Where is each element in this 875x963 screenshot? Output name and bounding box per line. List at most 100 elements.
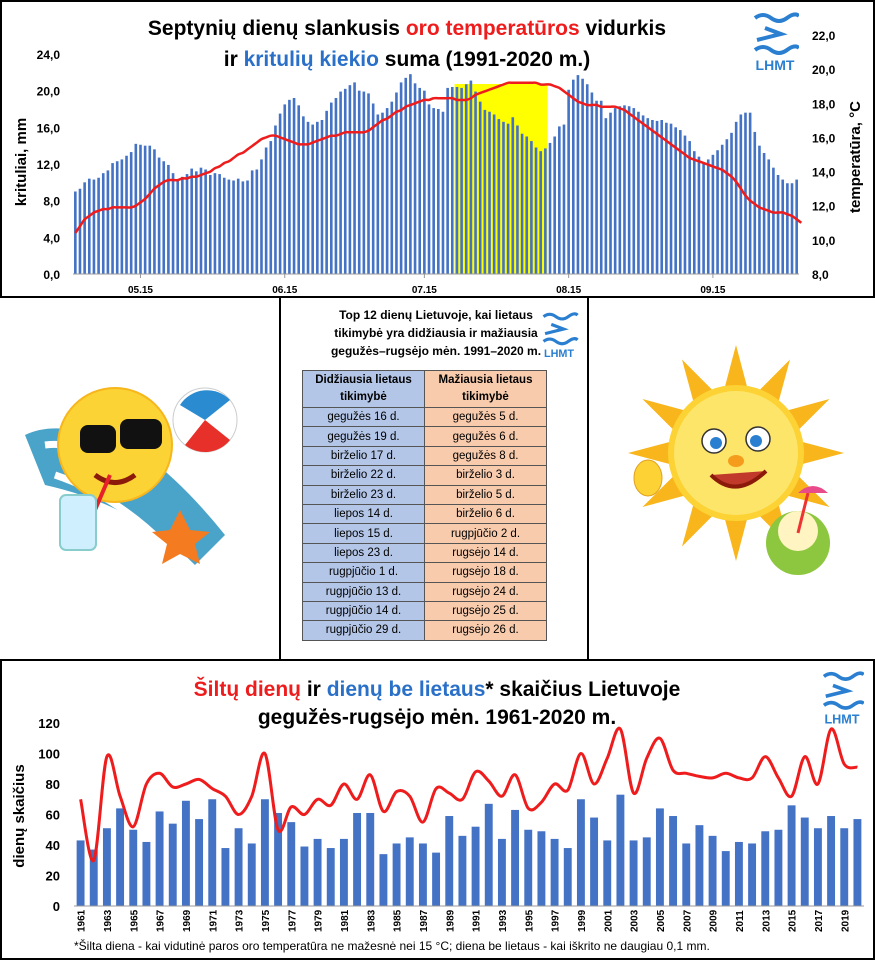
dry-days-bar [247, 843, 256, 906]
precipitation-bar [232, 180, 235, 274]
x-tick-label: 1989 [445, 909, 456, 932]
precipitation-bar [627, 106, 631, 274]
precipitation-bar [395, 92, 398, 274]
max-probability-day: liepos 15 d. [302, 523, 425, 544]
precipitation-bar [101, 173, 105, 274]
y-right-tick-label: 20,0 [812, 63, 836, 77]
table-row: rugpjūčio 13 d. rugsėjo 24 d. [302, 581, 547, 602]
precipitation-bar [665, 122, 668, 274]
precipitation-bar [786, 183, 789, 274]
x-tick-label: 1999 [577, 909, 588, 932]
precipitation-bar [469, 80, 473, 274]
dry-days-bar [576, 799, 585, 906]
precipitation-bar [506, 123, 510, 275]
dry-days-bar [142, 841, 151, 906]
precipitation-bar [311, 124, 314, 274]
precipitation-bar [409, 74, 412, 275]
precipitation-bar [474, 91, 477, 274]
sunglasses-emoji-image [25, 387, 238, 565]
y-tick-label: 100 [38, 747, 60, 762]
precipitation-bar [181, 176, 184, 274]
precipitation-bar [157, 157, 161, 274]
temperature-line [74, 81, 803, 234]
chart-title-line1: Septynių dienų slankusis oro temperatūro… [148, 17, 666, 40]
precipitation-bar [255, 169, 259, 274]
dry-days-bar [287, 822, 296, 906]
dry-days-bar [418, 843, 427, 906]
min-probability-day: birželio 5 d. [424, 484, 547, 505]
dry-days-bar [326, 848, 335, 906]
precipitation-bar [660, 120, 664, 274]
warm-dry-days-chart: Šiltų dienų ir dienų be lietaus* skaičiu… [11, 677, 864, 932]
temperature-precipitation-chart: Septynių dienų slankusis oro temperatūro… [13, 17, 864, 296]
precipitation-bar [571, 79, 575, 275]
precipitation-bar [748, 112, 752, 275]
precipitation-bar [655, 120, 659, 275]
precipitation-bar [613, 108, 617, 274]
precipitation-bar [683, 135, 687, 274]
table-row: liepos 23 d. rugsėjo 14 d. [302, 542, 547, 564]
precipitation-bar [781, 179, 785, 274]
y-axis-label: dienų skaičius [11, 764, 28, 867]
dry-days-bar [445, 816, 454, 906]
min-probability-day: gegužės 5 d. [424, 406, 547, 428]
dry-days-bar [353, 812, 362, 906]
precipitation-bar [674, 127, 677, 274]
precipitation-bar [376, 114, 380, 274]
precipitation-bar [288, 99, 291, 274]
precipitation-bar [679, 130, 682, 274]
smiling-sun-image [628, 345, 844, 575]
precipitation-bar [246, 180, 249, 274]
precipitation-bar [162, 161, 166, 274]
dry-days-bar [774, 829, 783, 906]
precipitation-bar [450, 87, 454, 274]
y-tick-label: 120 [38, 716, 60, 731]
lhmt-wave-icon: LHMT [753, 12, 801, 73]
precipitation-bar [111, 163, 114, 274]
precipitation-bar [115, 161, 119, 274]
precipitation-bar [83, 182, 86, 274]
dry-days-bar [787, 805, 796, 906]
precipitation-bar [511, 117, 515, 274]
y-right-tick-label: 22,0 [812, 29, 836, 43]
x-tick-label: 1975 [261, 909, 272, 932]
precipitation-bar [325, 110, 328, 274]
y-left-tick-label: 24,0 [37, 48, 61, 62]
x-tick-label: 2017 [814, 909, 825, 932]
precipitation-bar [213, 173, 217, 274]
precipitation-bar [78, 188, 82, 274]
min-probability-day: rugsėjo 26 d. [424, 620, 547, 641]
precipitation-bar [218, 174, 221, 274]
min-probability-day: gegužės 6 d. [424, 426, 547, 447]
table-row: rugpjūčio 1 d. rugsėjo 18 d. [302, 562, 547, 583]
dry-days-bar [840, 828, 849, 906]
table-row: liepos 14 d. birželio 6 d. [302, 503, 547, 525]
table-row: gegužės 19 d. gegužės 6 d. [302, 426, 547, 447]
max-probability-day: rugpjūčio 14 d. [302, 600, 425, 622]
precipitation-bar [558, 126, 561, 275]
x-tick-label: 1967 [156, 909, 167, 932]
precipitation-bar [241, 181, 245, 274]
x-tick-label: 1985 [393, 909, 404, 932]
header-max-probability: Didžiausia lietaus tikimybė [302, 370, 425, 408]
precipitation-bar [725, 139, 729, 274]
precipitation-bar [646, 118, 650, 275]
dry-days-bar [629, 840, 638, 906]
precipitation-bar [502, 121, 505, 274]
chart-title-line2: gegužės-rugsėjo mėn. 1961-2020 m. [258, 706, 616, 729]
precipitation-bar [730, 132, 733, 274]
max-probability-day: rugpjūčio 29 d. [302, 620, 425, 641]
dry-days-bar [734, 841, 743, 906]
dry-days-bar [76, 840, 85, 906]
y-left-tick-label: 20,0 [37, 85, 61, 99]
precipitation-bar [176, 180, 180, 274]
y-axis-right-label: temperatūra, °C [847, 101, 864, 213]
x-tick-label: 1979 [314, 909, 325, 932]
x-tick-label: 1961 [77, 909, 88, 932]
x-tick-label: 1991 [472, 909, 483, 932]
precipitation-bar [106, 170, 110, 274]
precipitation-bar [585, 84, 589, 274]
dry-days-bar [379, 854, 388, 906]
x-tick-label: 1963 [103, 909, 114, 932]
dry-days-bar [405, 837, 414, 906]
